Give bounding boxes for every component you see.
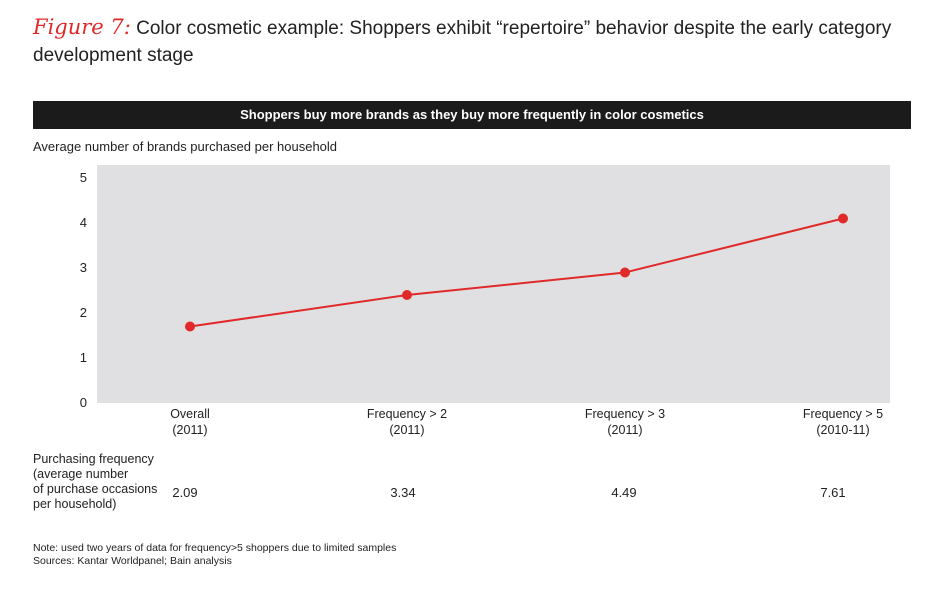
- series-line: [189, 217, 844, 328]
- frequency-row-label: Purchasing frequency (average number of …: [33, 452, 173, 512]
- y-tick-label: 3: [80, 260, 87, 275]
- data-point: [620, 267, 630, 278]
- figure-title-text: Color cosmetic example: Shoppers exhibit…: [33, 18, 892, 66]
- x-tick-label: (2010-11): [816, 423, 869, 437]
- x-tick-label: Frequency > 2: [367, 407, 447, 421]
- y-tick-label: 5: [80, 170, 87, 185]
- note-line: Note: used two years of data for frequen…: [33, 542, 397, 554]
- x-axis-ticks: Overall (2011) Frequency > 2 (2011) Frequenc…: [170, 407, 883, 437]
- chart-banner: Shoppers buy more brands as they buy mor…: [33, 101, 911, 129]
- figure-title: Figure 7: Color cosmetic example: Shoppe…: [33, 14, 923, 69]
- x-tick-label: (2011): [607, 423, 642, 437]
- frequency-row-label-line: Purchasing frequency: [33, 452, 154, 466]
- figure-label: Figure 7:: [33, 15, 131, 39]
- source-line: Sources: Kantar Worldpanel; Bain analysi…: [33, 555, 232, 567]
- x-tick-label: Frequency > 3: [585, 407, 665, 421]
- y-tick-label: 1: [80, 350, 87, 365]
- y-axis-ticks: 0 1 2 3 4 5: [80, 170, 87, 410]
- x-tick-label: Overall: [170, 407, 210, 421]
- data-point: [185, 321, 195, 332]
- y-axis-label: Average number of brands purchased per h…: [33, 139, 338, 154]
- y-tick-label: 4: [80, 215, 87, 230]
- y-tick-label: 2: [80, 305, 87, 320]
- plot-area: [97, 165, 890, 403]
- x-tick-label: (2011): [389, 423, 424, 437]
- frequency-row-label-line: of purchase occasions: [33, 482, 158, 496]
- data-point: [402, 290, 412, 300]
- x-tick-label: (2011): [172, 423, 207, 437]
- y-tick-label: 0: [80, 395, 87, 410]
- frequency-row-label-line: (average number: [33, 467, 129, 481]
- frequency-value: 3.34: [390, 485, 416, 500]
- frequency-value: 2.09: [172, 485, 198, 500]
- frequency-value: 7.61: [820, 485, 846, 500]
- data-point: [838, 213, 848, 224]
- frequency-row-label-line: per household): [33, 497, 117, 511]
- notes: Note: used two years of data for frequen…: [33, 542, 396, 568]
- frequency-value: 4.49: [611, 485, 637, 500]
- series-layer: [185, 213, 848, 332]
- x-tick-label: Frequency > 5: [803, 407, 883, 421]
